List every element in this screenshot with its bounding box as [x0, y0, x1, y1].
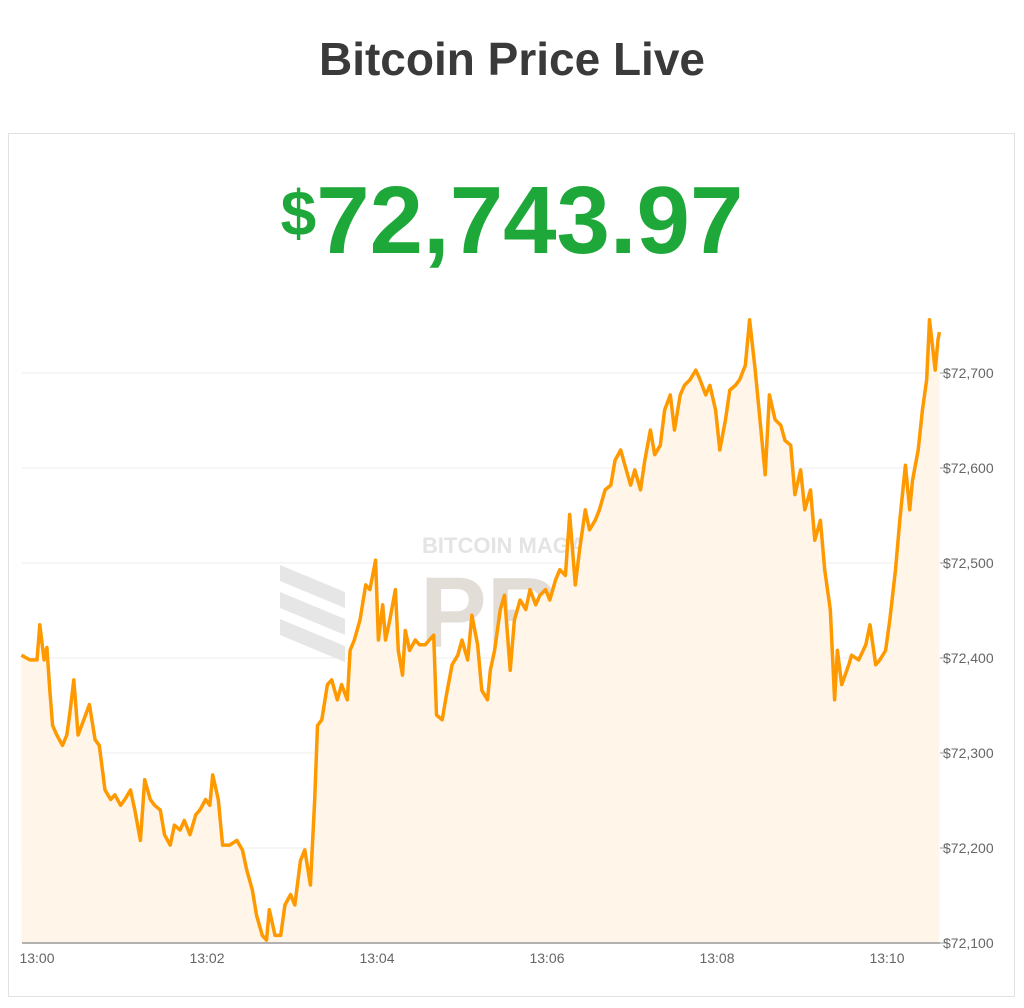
y-tick-label: $72,400 — [943, 650, 994, 666]
price-value: 72,743.97 — [316, 167, 744, 274]
price-line — [20, 318, 942, 942]
watermark-logo-icon — [280, 565, 345, 662]
y-tick-label: $72,500 — [943, 555, 994, 571]
currency-symbol: $ — [280, 177, 317, 249]
chart-card — [8, 133, 1015, 997]
x-axis-ticks: 13:00 13:02 13:04 13:06 13:08 13:10 — [19, 950, 904, 966]
y-axis-ticks: $72,100 $72,200 $72,300 $72,400 $72,500 $72,6… — [940, 365, 994, 951]
y-tick-label: $72,700 — [943, 365, 994, 381]
x-tick-label: 13:00 — [19, 950, 54, 966]
page-title: Bitcoin Price Live — [318, 33, 705, 85]
live-price: $72,743.97 — [0, 166, 1024, 276]
y-tick-label: $72,100 — [943, 935, 994, 951]
y-tick-label: $72,200 — [943, 840, 994, 856]
y-tick-label: $72,300 — [943, 745, 994, 761]
y-tick-label: $72,600 — [943, 460, 994, 476]
x-tick-label: 13:02 — [189, 950, 224, 966]
x-tick-label: 13:08 — [699, 950, 734, 966]
x-tick-label: 13:10 — [869, 950, 904, 966]
x-tick-label: 13:04 — [359, 950, 394, 966]
x-tick-label: 13:06 — [529, 950, 564, 966]
price-area — [21, 319, 940, 943]
